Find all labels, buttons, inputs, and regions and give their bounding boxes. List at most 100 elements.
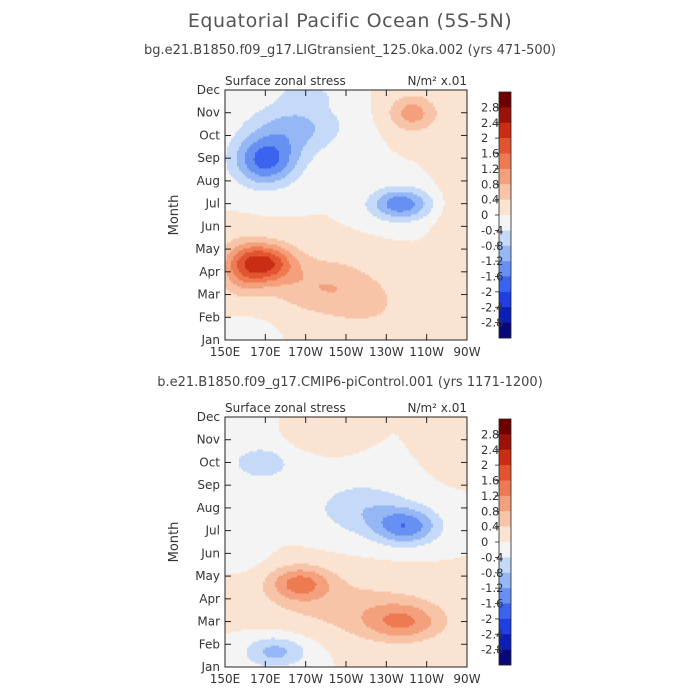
field-cell [385, 314, 388, 317]
field-cell [353, 316, 356, 319]
field-cell [395, 326, 398, 329]
field-cell [289, 316, 292, 319]
field-cell [301, 304, 304, 307]
field-cell [291, 308, 294, 311]
field-cell [389, 334, 392, 337]
field-cell [253, 318, 256, 321]
field-cell [289, 322, 292, 325]
field-cell [359, 336, 362, 339]
field-cell [257, 310, 260, 313]
field-cell [327, 324, 330, 327]
field-cell [427, 336, 430, 339]
field-cell [449, 310, 452, 313]
field-cell [327, 304, 330, 307]
field-cell [393, 316, 396, 319]
field-cell [299, 332, 302, 335]
field-cell [335, 302, 338, 305]
field-cell [439, 326, 442, 329]
field-cell [225, 334, 228, 337]
field-cell [355, 322, 358, 325]
field-cell [361, 302, 364, 305]
field-cell [441, 326, 444, 329]
field-cell [333, 330, 336, 333]
field-cell [259, 310, 262, 313]
field-cell [255, 298, 258, 301]
field-cell [349, 334, 352, 337]
field-cell [367, 332, 370, 335]
field-cell [457, 322, 460, 325]
field-cell [401, 296, 404, 299]
field-cell [263, 314, 266, 317]
field-cell [289, 296, 292, 299]
field-cell [229, 306, 232, 309]
field-cell [269, 318, 272, 321]
field-cell [457, 332, 460, 335]
field-cell [335, 322, 338, 325]
field-cell [439, 330, 442, 333]
field-cell [307, 312, 310, 315]
field-cell [235, 294, 238, 297]
field-cell [339, 316, 342, 319]
field-cell [441, 334, 444, 337]
field-cell [335, 338, 338, 341]
field-cell [363, 326, 366, 329]
field-cell [401, 338, 404, 341]
field-cell [403, 298, 406, 301]
field-cell [335, 332, 338, 335]
field-cell [459, 306, 462, 309]
field-cell [327, 318, 330, 321]
field-cell [361, 336, 364, 339]
field-cell [449, 328, 452, 331]
field-cell [245, 296, 248, 299]
field-cell [341, 306, 344, 309]
field-cell [289, 326, 292, 329]
field-cell [343, 336, 346, 339]
field-cell [427, 328, 430, 331]
field-cell [323, 322, 326, 325]
field-cell [371, 306, 374, 309]
field-cell [237, 304, 240, 307]
field-cell [309, 324, 312, 327]
field-cell [361, 330, 364, 333]
field-cell [417, 316, 420, 319]
field-cell [357, 336, 360, 339]
field-cell [359, 326, 362, 329]
field-cell [367, 318, 370, 321]
field-cell [313, 332, 316, 335]
field-cell [451, 304, 454, 307]
field-cell [325, 338, 328, 341]
field-cell [233, 338, 236, 341]
field-cell [425, 332, 428, 335]
field-cell [325, 306, 328, 309]
field-cell [403, 308, 406, 311]
field-cell [459, 296, 462, 299]
field-cell [371, 300, 374, 303]
field-cell [279, 316, 282, 319]
field-cell [271, 316, 274, 319]
field-cell [241, 318, 244, 321]
field-cell [327, 298, 330, 301]
field-cell [399, 298, 402, 301]
field-cell [429, 338, 432, 341]
field-cell [361, 326, 364, 329]
field-cell [263, 330, 266, 333]
field-cell [277, 320, 280, 323]
field-cell [247, 306, 250, 309]
field-cell [381, 302, 384, 305]
field-cell [383, 328, 386, 331]
field-cell [437, 326, 440, 329]
field-cell [411, 316, 414, 319]
field-cell [399, 322, 402, 325]
field-cell [287, 306, 290, 309]
field-cell [239, 330, 242, 333]
field-cell [423, 296, 426, 299]
field-cell [465, 330, 468, 333]
field-cell [445, 328, 448, 331]
field-cell [335, 336, 338, 339]
field-cell [369, 298, 372, 301]
field-cell [397, 306, 400, 309]
field-cell [361, 328, 364, 331]
field-cell [227, 304, 230, 307]
field-cell [291, 300, 294, 303]
field-cell [351, 312, 354, 315]
